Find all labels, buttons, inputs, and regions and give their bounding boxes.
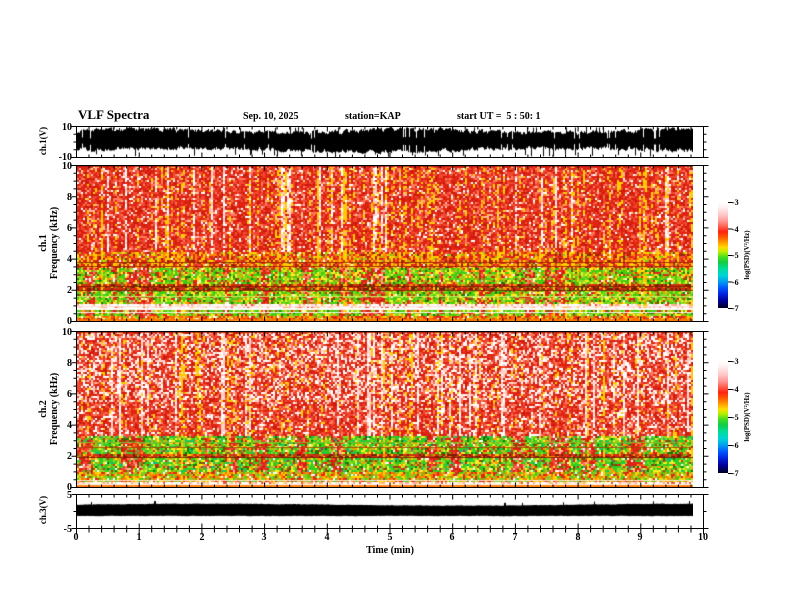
xtick-2: 2 xyxy=(199,532,205,543)
ch1-label-line1: ch.1 xyxy=(38,234,49,252)
cb1-tick-m6: -6 xyxy=(732,278,739,287)
xtick-8: 8 xyxy=(575,532,581,543)
cb1-tick-m7: -7 xyxy=(732,304,739,313)
ch1-frequency-axis-label: ch.1 Frequency (kHz) xyxy=(38,188,60,298)
ch1-spec-ytick-8: 8 xyxy=(67,192,72,203)
xtick-1: 1 xyxy=(136,532,142,543)
ch1-label-line2: Frequency (kHz) xyxy=(49,206,60,280)
cb1-tick-m5: -5 xyxy=(732,251,739,260)
ch3-wave-ytick-top: 5 xyxy=(67,490,72,501)
colorbar-ch2 xyxy=(718,361,728,473)
ch1-wave-ytick-top: 10 xyxy=(62,122,72,133)
ch2-spectrogram-canvas xyxy=(77,332,693,487)
header-date: Sep. 10, 2025 xyxy=(243,111,299,122)
xtick-7: 7 xyxy=(512,532,518,543)
header-station: station=KAP xyxy=(345,111,401,122)
ch2-spec-ytick-8: 8 xyxy=(67,358,72,369)
ch3-waveform-canvas xyxy=(77,495,693,528)
ch2-frequency-axis-label: ch.2 Frequency (kHz) xyxy=(38,354,60,464)
cb2-tick-m6: -6 xyxy=(732,441,739,450)
ch2-spec-ytick-0: 0 xyxy=(67,482,72,493)
cb1-tick-m3: -3 xyxy=(732,198,739,207)
xtick-6: 6 xyxy=(449,532,455,543)
ch2-spec-ytick-10: 10 xyxy=(62,327,72,338)
ch1-spectrogram-canvas xyxy=(77,166,693,321)
time-axis-label: Time (min) xyxy=(366,545,414,556)
colorbar-ch1 xyxy=(718,202,728,308)
ch2-spec-ytick-2: 2 xyxy=(67,451,72,462)
ch1-spec-ytick-0: 0 xyxy=(67,316,72,327)
cb2-tick-m5: -5 xyxy=(732,413,739,422)
xtick-4: 4 xyxy=(324,532,330,543)
cb2-tick-m3: -3 xyxy=(732,357,739,366)
xtick-3: 3 xyxy=(261,532,267,543)
ch1-waveform-canvas xyxy=(77,127,693,157)
ch1-spec-ytick-4: 4 xyxy=(67,254,72,265)
ch1-spec-ytick-10: 10 xyxy=(62,161,72,172)
xtick-5: 5 xyxy=(387,532,393,543)
page-title: VLF Spectra xyxy=(78,107,150,122)
ch1-wave-ytick-bottom: -10 xyxy=(58,152,72,163)
cb2-tick-m4: -4 xyxy=(732,385,739,394)
header-start-ut: start UT = 5 : 50: 1 xyxy=(457,111,541,122)
xtick-9: 9 xyxy=(637,532,643,543)
ch2-label-line2: Frequency (kHz) xyxy=(49,372,60,446)
ch2-spec-ytick-6: 6 xyxy=(67,389,72,400)
xtick-0: 0 xyxy=(73,532,79,543)
ch2-spec-ytick-4: 4 xyxy=(67,420,72,431)
cb1-tick-m4: -4 xyxy=(732,225,739,234)
ch2-label-line1: ch.2 xyxy=(38,400,49,418)
xtick-10: 10 xyxy=(698,532,708,543)
cb2-tick-m7: -7 xyxy=(732,469,739,478)
ch3-wave-ytick-bottom: -5 xyxy=(63,524,72,535)
ch1-spec-ytick-6: 6 xyxy=(67,223,72,234)
ch1-spec-ytick-2: 2 xyxy=(67,285,72,296)
